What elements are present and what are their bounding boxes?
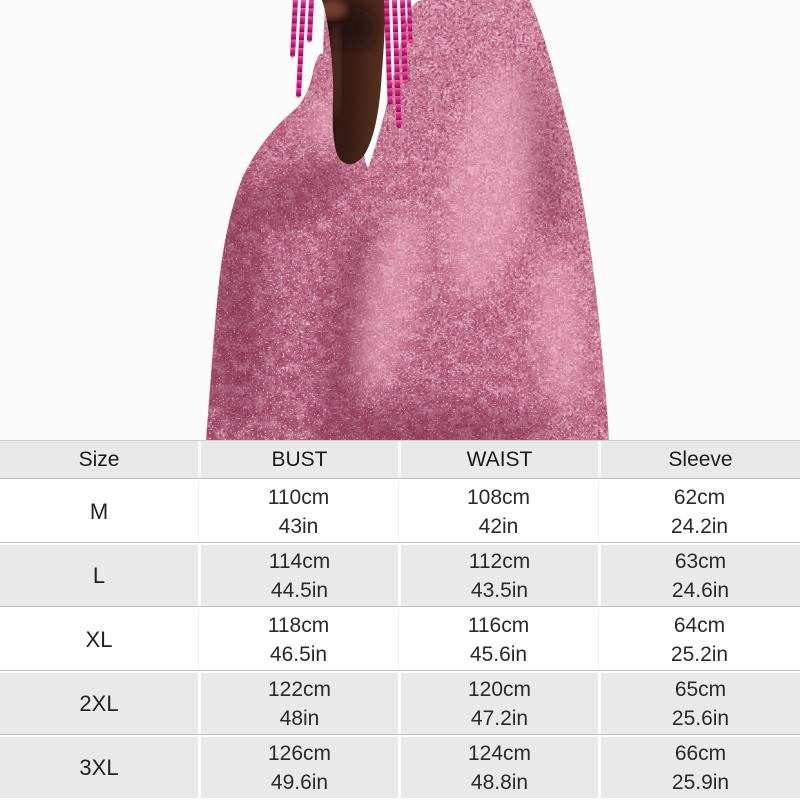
cm-value: 65cm xyxy=(674,677,727,701)
cm-value: 62cm xyxy=(673,485,726,509)
size-label: M xyxy=(89,498,109,524)
table-row-m: M 110cm 43in 108cm 42in 62cm 24.2in xyxy=(0,481,800,542)
cm-value: 114cm xyxy=(268,549,331,573)
size-label: 3XL xyxy=(79,754,119,780)
cm-value: 118cm xyxy=(267,613,330,637)
size-cell: XL xyxy=(0,609,198,670)
header-cell-bust: BUST xyxy=(198,441,398,478)
header-cell-waist: WAIST xyxy=(398,441,598,478)
size-cell: M xyxy=(0,481,198,542)
size-cell: 3XL xyxy=(0,737,198,798)
right-earring xyxy=(384,0,413,128)
column-label: Size xyxy=(78,448,120,471)
sleeve-cell: 62cm 24.2in xyxy=(598,481,800,542)
in-value: 45.6in xyxy=(469,642,528,666)
cm-value: 108cm xyxy=(466,485,531,509)
row-divider xyxy=(0,542,800,545)
waist-cell: 124cm 48.8in xyxy=(398,737,598,798)
size-label: L xyxy=(92,562,106,588)
size-cell: 2XL xyxy=(0,673,198,734)
row-divider xyxy=(0,478,800,481)
column-label: BUST xyxy=(271,448,328,471)
bust-cell: 114cm 44.5in xyxy=(198,545,398,606)
bust-cell: 110cm 43in xyxy=(198,481,398,542)
header-cell-size: Size xyxy=(0,441,198,478)
row-divider xyxy=(0,734,800,737)
header-cell-sleeve: Sleeve xyxy=(598,441,800,478)
waist-cell: 116cm 45.6in xyxy=(398,609,598,670)
cm-value: 116cm xyxy=(467,613,530,637)
cm-value: 122cm xyxy=(267,677,332,701)
bust-cell: 118cm 46.5in xyxy=(198,609,398,670)
sleeve-cell: 64cm 25.2in xyxy=(598,609,800,670)
column-label: Sleeve xyxy=(668,448,733,471)
table-row-l: L 114cm 44.5in 112cm 43.5in 63cm 24.6in xyxy=(0,545,800,606)
cm-value: 126cm xyxy=(267,741,332,765)
in-value: 42in xyxy=(478,514,519,538)
in-value: 24.6in xyxy=(671,578,730,602)
table-row-xl: XL 118cm 46.5in 116cm 45.6in 64cm 25.2in xyxy=(0,609,800,670)
in-value: 43.5in xyxy=(470,578,529,602)
table-row-3xl: 3XL 126cm 49.6in 124cm 48.8in 66cm 25.9in xyxy=(0,737,800,798)
sleeve-cell: 65cm 25.6in xyxy=(598,673,800,734)
bust-cell: 126cm 49.6in xyxy=(198,737,398,798)
cm-value: 66cm xyxy=(674,741,727,765)
in-value: 24.2in xyxy=(670,514,729,538)
in-value: 46.5in xyxy=(269,642,328,666)
cm-value: 124cm xyxy=(467,741,532,765)
model-neck xyxy=(322,0,386,165)
table-row-2xl: 2XL 122cm 48in 120cm 47.2in 65cm 25.6in xyxy=(0,673,800,734)
cm-value: 110cm xyxy=(267,485,330,509)
column-label: WAIST xyxy=(466,448,533,471)
bust-cell: 122cm 48in xyxy=(198,673,398,734)
in-value: 44.5in xyxy=(270,578,329,602)
in-value: 25.6in xyxy=(671,706,730,730)
in-value: 48.8in xyxy=(470,770,529,794)
sleeve-cell: 66cm 25.9in xyxy=(598,737,800,798)
row-divider xyxy=(0,670,800,673)
size-chart-header-row: Size BUST WAIST Sleeve xyxy=(0,441,800,478)
in-value: 25.2in xyxy=(670,642,729,666)
in-value: 49.6in xyxy=(270,770,329,794)
waist-cell: 108cm 42in xyxy=(398,481,598,542)
cm-value: 64cm xyxy=(673,613,726,637)
size-label: 2XL xyxy=(79,690,119,716)
product-photo-illustration xyxy=(206,0,609,440)
row-divider xyxy=(0,606,800,609)
in-value: 25.9in xyxy=(671,770,730,794)
size-cell: L xyxy=(0,545,198,606)
sleeve-cell: 63cm 24.6in xyxy=(598,545,800,606)
size-chart-table: Size BUST WAIST Sleeve M 110cm 43in 108cm… xyxy=(0,440,800,798)
cm-value: 120cm xyxy=(467,677,532,701)
cm-value: 63cm xyxy=(674,549,727,573)
in-value: 47.2in xyxy=(470,706,529,730)
in-value: 43in xyxy=(278,514,319,538)
product-photo xyxy=(206,0,609,440)
left-earring xyxy=(290,0,314,98)
size-label: XL xyxy=(85,626,113,652)
cm-value: 112cm xyxy=(468,549,531,573)
waist-cell: 120cm 47.2in xyxy=(398,673,598,734)
in-value: 48in xyxy=(279,706,320,730)
waist-cell: 112cm 43.5in xyxy=(398,545,598,606)
